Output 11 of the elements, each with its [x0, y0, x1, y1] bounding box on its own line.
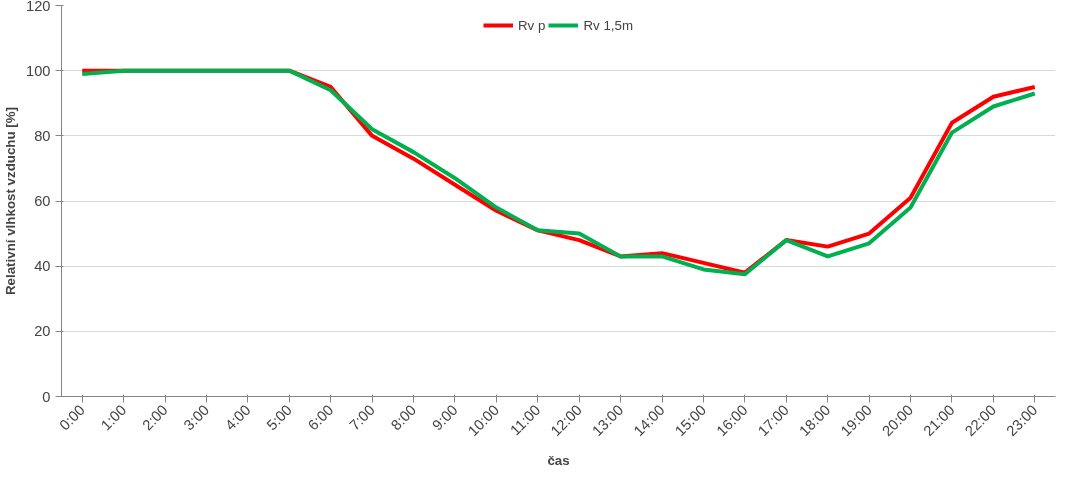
y-tick-label: 60	[34, 193, 51, 209]
y-tick-label: 120	[26, 0, 51, 14]
y-tick-label: 40	[34, 258, 51, 275]
y-tick-label: 0	[42, 388, 51, 405]
x-axis-title: čas	[547, 452, 570, 468]
legend-label: Rv 1,5m	[583, 17, 634, 33]
y-tick-label: 80	[34, 127, 51, 144]
legend-label: Rv p	[517, 17, 546, 33]
y-tick-label: 100	[26, 62, 51, 79]
y-axis-title: Relativní vlhkost vzduchu [%]	[3, 106, 19, 296]
y-tick-label: 20	[34, 323, 51, 340]
